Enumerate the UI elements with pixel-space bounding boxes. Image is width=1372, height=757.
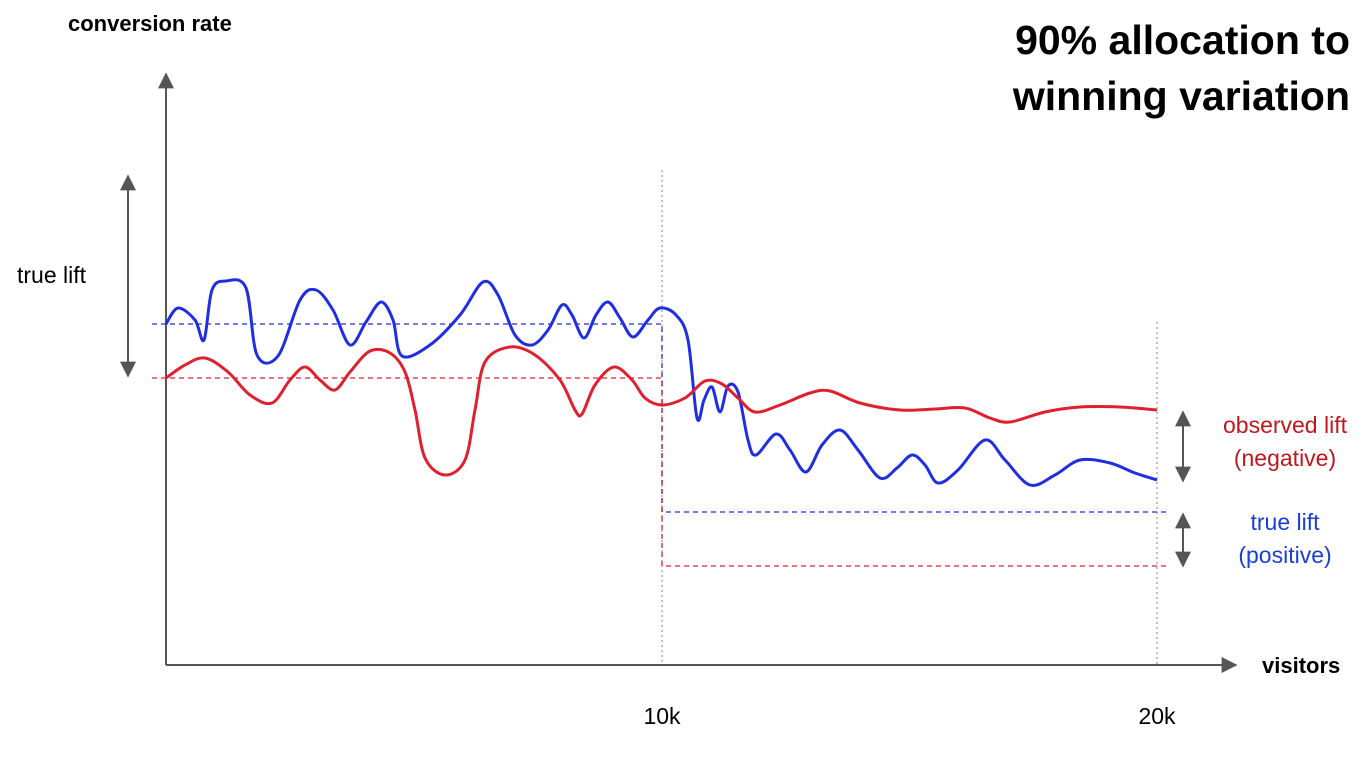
annotation: true lift: [17, 262, 87, 288]
blue-reference: [152, 323, 1170, 513]
title: winning variation: [1012, 73, 1350, 119]
annotation: (positive): [1238, 542, 1331, 568]
x-tick-label: 10k: [643, 703, 681, 729]
title: 90% allocation to: [1015, 17, 1350, 63]
red-curve: [165, 345, 1158, 477]
y-axis-label: conversion rate: [68, 11, 232, 36]
x-axis-label: visitors: [1262, 653, 1340, 678]
annotation: (negative): [1234, 445, 1336, 471]
blue-curve: [164, 278, 1158, 487]
annotation: observed lift: [1223, 412, 1348, 438]
x-tick-label: 20k: [1138, 703, 1176, 729]
annotation: true lift: [1250, 509, 1320, 535]
